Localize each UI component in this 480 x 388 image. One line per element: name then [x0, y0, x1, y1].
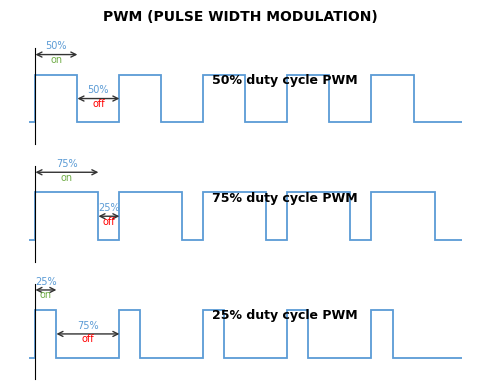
Text: 50%: 50%: [46, 41, 67, 51]
Text: 75% duty cycle PWM: 75% duty cycle PWM: [212, 192, 358, 204]
Text: on: on: [61, 173, 73, 183]
Text: 50% duty cycle PWM: 50% duty cycle PWM: [212, 74, 358, 87]
Text: off: off: [103, 217, 115, 227]
Text: 25%: 25%: [35, 277, 57, 287]
Text: on: on: [40, 291, 52, 300]
Text: 75%: 75%: [77, 320, 99, 331]
Text: off: off: [92, 99, 105, 109]
Text: 25%: 25%: [98, 203, 120, 213]
Text: on: on: [50, 55, 62, 65]
Text: 75%: 75%: [56, 159, 78, 169]
Text: PWM (PULSE WIDTH MODULATION): PWM (PULSE WIDTH MODULATION): [103, 10, 377, 24]
Text: 50%: 50%: [88, 85, 109, 95]
Text: 25% duty cycle PWM: 25% duty cycle PWM: [212, 309, 358, 322]
Text: off: off: [82, 334, 94, 345]
